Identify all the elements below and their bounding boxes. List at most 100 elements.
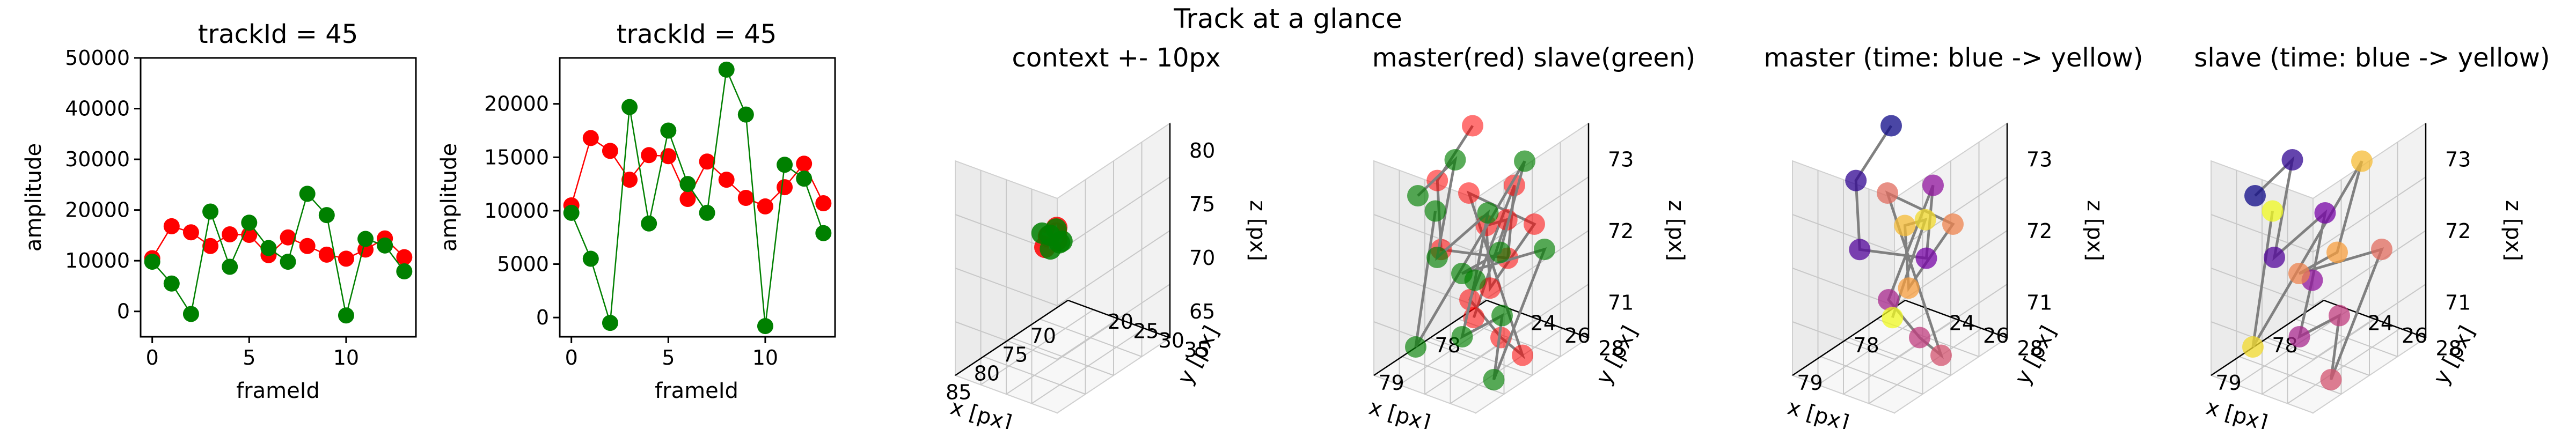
track-point — [1514, 150, 1535, 172]
plot-2-title: trackId = 45 — [617, 19, 777, 49]
series-point — [396, 249, 413, 265]
z-tick-label: 73 — [2445, 148, 2471, 172]
plot-1-ylabel: amplitude — [21, 143, 46, 252]
track-point — [1462, 115, 1483, 137]
grid-line — [1820, 356, 1923, 395]
track-point — [2351, 150, 2373, 172]
y-tick-label: 25 — [1133, 319, 1159, 343]
track-point — [1894, 214, 1916, 236]
y-tick-label: 0 — [117, 300, 130, 323]
x-tick-label: 10 — [333, 346, 359, 369]
track-point — [1878, 289, 1899, 310]
track-point — [1424, 200, 1446, 222]
track-point — [1451, 263, 1473, 284]
track-point — [1444, 149, 1466, 171]
series-point — [222, 226, 238, 243]
track-point — [2320, 369, 2342, 390]
z-axis-label: z [px] — [1245, 200, 1270, 261]
x-tick-label: 70 — [1030, 324, 1056, 348]
y-tick-label: 15000 — [484, 145, 549, 169]
figure-suptitle: Track at a glance — [1173, 3, 1402, 34]
series-point — [641, 215, 657, 232]
y-tick-label: 0 — [536, 306, 549, 329]
z-tick-label: 65 — [1189, 300, 1215, 323]
track-point — [1930, 344, 1952, 366]
plot-2-marks — [563, 61, 832, 335]
data-marks — [1405, 115, 1555, 390]
grid-line — [2287, 328, 2401, 404]
master-slave-3d-title: master(red) slave(green) — [1372, 43, 1695, 73]
grid-line — [1792, 214, 1895, 253]
track-point — [1049, 232, 1071, 254]
z-tick-label: 73 — [1608, 148, 1634, 172]
grid-line — [1868, 328, 1982, 404]
series-point — [396, 263, 413, 280]
y-tick-label: 26 — [2402, 324, 2427, 347]
track-point — [1496, 209, 1518, 231]
x-tick-label: 79 — [1378, 371, 1404, 395]
series-point — [815, 195, 832, 211]
grid-lines — [955, 142, 1170, 404]
track-point — [2371, 239, 2392, 260]
x-axis-label: x [px] — [948, 395, 1015, 429]
track-point — [2262, 200, 2284, 222]
x-tick-label: 5 — [243, 346, 255, 369]
track-point — [1534, 239, 1555, 260]
track-point — [1877, 182, 1898, 204]
master-time-3d-plot: master (time: blue -> yellow) 78 79 24 26 28… — [1764, 43, 2143, 429]
grid-line — [1006, 319, 1119, 395]
x-tick-label: 0 — [146, 346, 159, 369]
grid-line — [983, 356, 1086, 395]
x-axis-label: x [px] — [1785, 395, 1852, 429]
plot-2-frame — [559, 57, 836, 338]
track-point — [1405, 336, 1426, 358]
x-tick-label: 79 — [1797, 371, 1823, 395]
context-3d-title: context +- 10px — [1012, 43, 1221, 73]
series-point — [163, 218, 180, 234]
master-slave-3d-plot: master(red) slave(green) 787924262871727… — [1366, 43, 1696, 429]
amplitude-plot-2: trackId = 45 frameId amplitude 0 5 10 0 5000… — [437, 19, 836, 403]
series-point — [699, 204, 715, 221]
track-point — [1849, 239, 1871, 261]
track-point — [2314, 202, 2336, 224]
track-line — [1414, 156, 1547, 380]
track-point — [1483, 369, 1505, 390]
data-marks — [1031, 217, 1073, 260]
grid-line — [1031, 328, 1145, 404]
grid-line — [1450, 328, 1564, 404]
track-point — [1477, 202, 1499, 224]
x-tick-label: 78 — [1853, 334, 1879, 357]
series-point — [641, 147, 657, 164]
track-point — [2242, 336, 2264, 358]
series-point — [757, 198, 773, 214]
plot-1-xlabel: frameId — [236, 379, 320, 403]
plot-2-ticks: 0 5 10 0 5000 10000 15000 20000 — [484, 92, 778, 369]
series-point — [280, 254, 296, 270]
y-tick-label: 50000 — [65, 46, 130, 70]
grid-line — [1424, 319, 1538, 395]
grid-line — [2211, 214, 2314, 253]
series-point — [602, 143, 618, 159]
series-point — [318, 246, 335, 263]
slave-time-3d-title: slave (time: blue -> yellow) — [2194, 43, 2550, 73]
series-point — [757, 318, 773, 335]
series-point — [299, 238, 316, 254]
z-axis-label: z [px] — [1664, 200, 1688, 261]
series-point — [202, 238, 219, 254]
track-point — [1490, 327, 1512, 349]
grid-line — [2312, 230, 2426, 306]
series-point — [815, 225, 832, 241]
z-axis-label: z [px] — [2501, 200, 2526, 261]
series-point — [338, 307, 354, 324]
track-point — [1426, 247, 1448, 268]
y-tick-label: 24 — [2368, 312, 2394, 335]
track-point — [1882, 307, 1904, 329]
series-point — [737, 106, 754, 123]
track-point — [2281, 149, 2303, 171]
plot-1-ticks: 0 5 10 0 10000 20000 30000 40000 50000 — [65, 46, 359, 369]
y-tick-label: 28 — [1598, 336, 1624, 360]
series-point — [621, 172, 638, 188]
series-point — [602, 315, 618, 331]
